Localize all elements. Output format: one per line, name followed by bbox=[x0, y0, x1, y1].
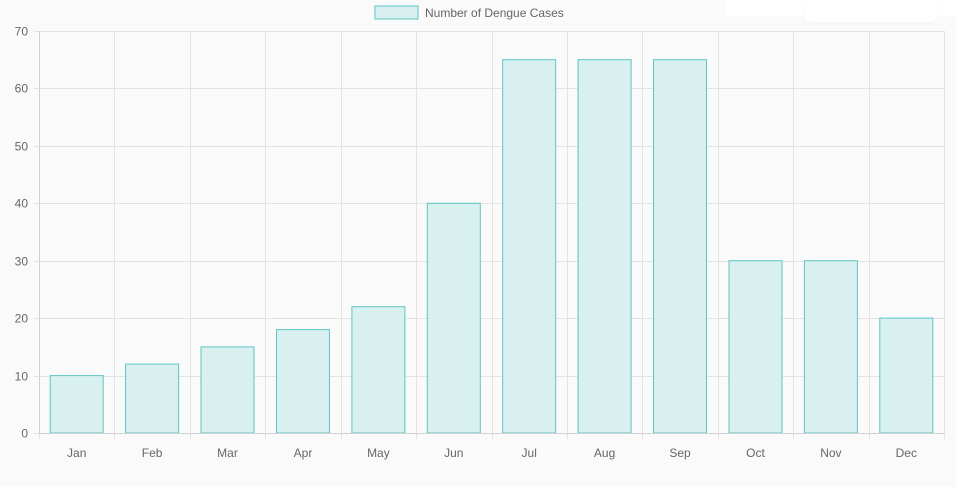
x-tick-label: Apr bbox=[294, 446, 313, 460]
x-tick-label: Jun bbox=[444, 446, 463, 460]
bar-oct[interactable] bbox=[728, 260, 783, 434]
x-tick-label: Oct bbox=[746, 446, 765, 460]
bar-may[interactable] bbox=[351, 306, 406, 434]
y-tick-label: 10 bbox=[15, 370, 29, 384]
y-tick-label: 0 bbox=[21, 427, 28, 441]
y-tick-label: 20 bbox=[15, 312, 29, 326]
bar-nov[interactable] bbox=[803, 260, 858, 434]
axes bbox=[39, 31, 944, 434]
bar-sep[interactable] bbox=[653, 59, 707, 434]
bar-mar[interactable] bbox=[200, 346, 255, 434]
grid-lines bbox=[34, 31, 945, 439]
bar-dec[interactable] bbox=[879, 317, 934, 434]
legend[interactable]: Number of Dengue Cases bbox=[374, 5, 564, 20]
bar-jan[interactable] bbox=[49, 375, 104, 434]
legend-swatch[interactable] bbox=[374, 5, 419, 20]
y-tick-label: 50 bbox=[15, 140, 29, 154]
legend-label[interactable]: Number of Dengue Cases bbox=[425, 6, 564, 20]
x-tick-label: Aug bbox=[594, 446, 615, 460]
top-right-panel bbox=[726, 0, 956, 22]
bar-feb[interactable] bbox=[125, 363, 180, 434]
y-tick-label: 60 bbox=[15, 82, 29, 96]
bar-jul[interactable] bbox=[502, 59, 557, 434]
x-tick-labels: Jan Feb Mar Apr May Jun Jul Aug Sep Oct Nov Dec bbox=[67, 446, 917, 460]
x-tick-label: Sep bbox=[669, 446, 691, 460]
x-tick-label: May bbox=[367, 446, 390, 460]
top-right-pill bbox=[804, 0, 938, 22]
bar-aug[interactable] bbox=[577, 59, 632, 434]
x-tick-label: Jan bbox=[67, 446, 86, 460]
x-tick-label: Mar bbox=[217, 446, 238, 460]
x-tick-label: Feb bbox=[142, 446, 163, 460]
x-tick-label: Dec bbox=[896, 446, 917, 460]
y-tick-label: 30 bbox=[15, 255, 29, 269]
y-tick-label: 70 bbox=[15, 25, 29, 39]
bar-apr[interactable] bbox=[276, 329, 330, 434]
y-tick-label: 40 bbox=[15, 197, 29, 211]
bar-jun[interactable] bbox=[426, 202, 481, 434]
y-tick-labels: 0 10 20 30 40 50 60 70 bbox=[15, 25, 29, 441]
x-tick-label: Jul bbox=[522, 446, 537, 460]
x-tick-label: Nov bbox=[820, 446, 841, 460]
bars bbox=[49, 59, 934, 434]
